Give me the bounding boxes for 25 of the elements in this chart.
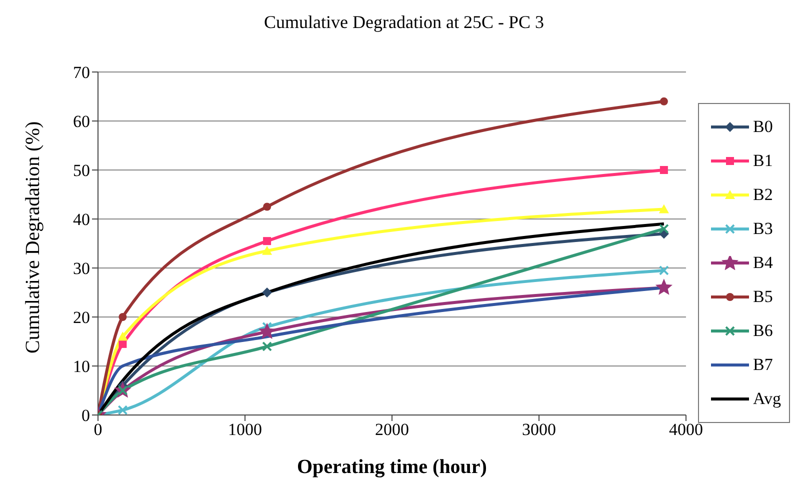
y-tick-label: 10 — [73, 357, 90, 376]
y-tick-label: 30 — [73, 259, 90, 278]
legend-label: B7 — [752, 354, 773, 374]
y-tick-label: 40 — [73, 210, 90, 230]
x-tick-label: 3000 — [522, 420, 556, 440]
legend-label: B6 — [752, 320, 773, 340]
y-tick-label: 20 — [73, 308, 90, 328]
x-tick-label: 2000 — [374, 420, 409, 440]
y-tick-label: 50 — [73, 161, 90, 180]
legend-label: B5 — [752, 286, 773, 306]
x-tick-label: 0 — [94, 420, 102, 440]
legend-label: B2 — [752, 184, 773, 204]
x-tick-label: 1000 — [228, 420, 262, 440]
legend-label: B0 — [752, 116, 773, 136]
legend-label: B4 — [752, 252, 773, 272]
legend-label: B1 — [752, 150, 773, 170]
y-tick-label: 70 — [73, 63, 90, 82]
x-tick-label: 4000 — [668, 420, 703, 440]
y-tick-label: 60 — [73, 112, 90, 132]
legend-label: Avg — [752, 388, 781, 408]
y-tick-label: 0 — [82, 406, 90, 426]
legend-label: B3 — [752, 218, 773, 238]
y-axis-title: Cumulative Degradation (%) — [22, 121, 44, 354]
x-axis-title: Operating time (hour) — [297, 456, 487, 478]
chart-title: Cumulative Degradation at 25C - PC 3 — [263, 12, 545, 34]
